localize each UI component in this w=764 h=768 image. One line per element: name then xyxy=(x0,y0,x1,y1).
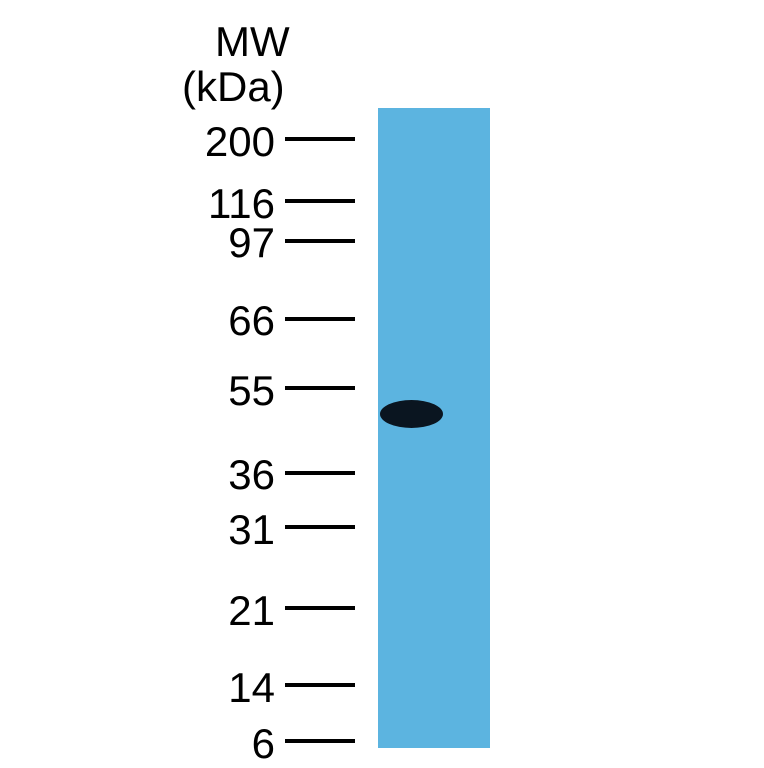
marker-label-14: 14 xyxy=(228,664,275,712)
marker-label-97: 97 xyxy=(228,219,275,267)
blot-lane xyxy=(378,108,490,748)
western-blot-diagram: MW (kDa) 200116976655363121146 xyxy=(0,0,764,764)
marker-tick-36 xyxy=(285,471,355,475)
header-mw-label: MW xyxy=(215,18,290,66)
marker-label-200: 200 xyxy=(205,118,275,166)
marker-tick-116 xyxy=(285,199,355,203)
marker-label-55: 55 xyxy=(228,367,275,415)
marker-tick-21 xyxy=(285,606,355,610)
marker-tick-6 xyxy=(285,739,355,743)
marker-label-21: 21 xyxy=(228,587,275,635)
marker-tick-97 xyxy=(285,239,355,243)
marker-tick-200 xyxy=(285,137,355,141)
marker-label-6: 6 xyxy=(252,720,275,768)
marker-tick-66 xyxy=(285,317,355,321)
marker-tick-31 xyxy=(285,525,355,529)
header-kda-label: (kDa) xyxy=(182,63,285,111)
marker-label-36: 36 xyxy=(228,451,275,499)
protein-band xyxy=(380,400,443,428)
marker-tick-14 xyxy=(285,683,355,687)
marker-label-31: 31 xyxy=(228,506,275,554)
marker-label-66: 66 xyxy=(228,297,275,345)
marker-tick-55 xyxy=(285,386,355,390)
